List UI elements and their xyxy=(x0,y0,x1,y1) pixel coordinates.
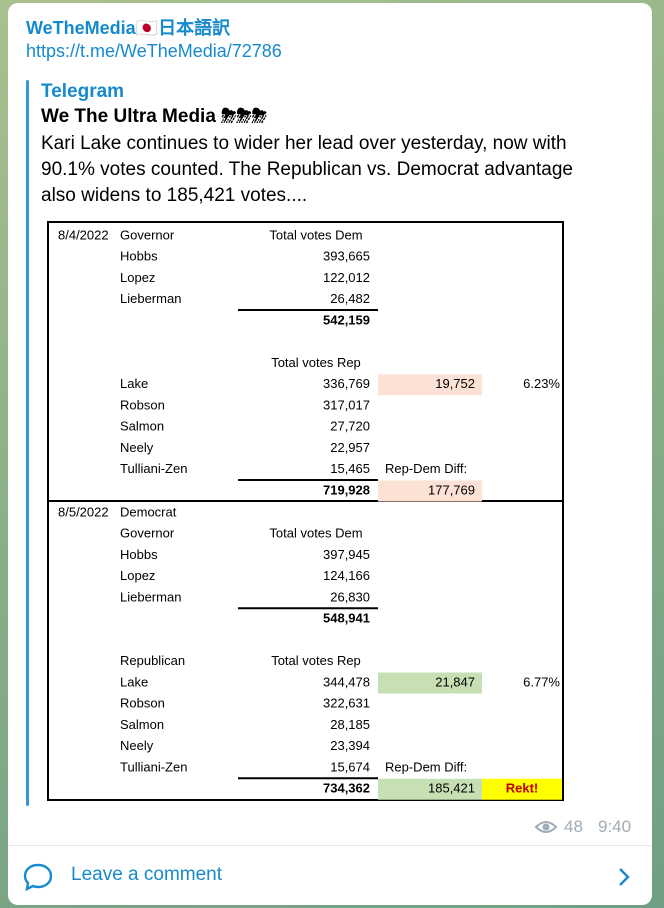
cell-votes: 393,665 xyxy=(323,249,370,264)
cell-name: Governor xyxy=(120,227,175,242)
cell-name: Neely xyxy=(120,738,154,753)
cell-total: 542,159 xyxy=(323,312,370,327)
cell-diff-label: Rep-Dem Diff: xyxy=(385,759,467,774)
cell-total: 548,941 xyxy=(323,611,370,626)
cell-name: Salmon xyxy=(120,717,164,732)
cell-votes: 26,830 xyxy=(330,589,370,604)
cell-votes: 15,674 xyxy=(330,759,370,774)
comment-icon[interactable] xyxy=(23,862,53,892)
text-line: Kari Lake continues to wider her lead ov… xyxy=(41,133,567,154)
cell-name: Lieberman xyxy=(120,291,181,306)
cell-name: Lopez xyxy=(120,270,155,285)
diff-highlight xyxy=(378,778,482,800)
quote-bar xyxy=(26,80,29,806)
cell-pct: 6.77% xyxy=(523,674,560,689)
cell-votes: 15,465 xyxy=(330,461,370,476)
cell-name: Republican xyxy=(120,653,185,668)
table-border xyxy=(47,221,564,801)
views: 48 xyxy=(564,817,583,836)
cell-note: Rekt! xyxy=(506,781,539,796)
cell-votes: 317,017 xyxy=(323,397,370,412)
cell-votes: 124,166 xyxy=(323,568,370,583)
cell-votes: 122,012 xyxy=(323,270,370,285)
cell-votes: 336,769 xyxy=(323,376,370,391)
text-line: 90.1% votes counted. The Republican vs. … xyxy=(41,159,573,180)
cell-name: Lake xyxy=(120,376,148,391)
author: We The Ultra Media ⛈⛈⛈ xyxy=(41,106,267,127)
cell-name: Lopez xyxy=(120,568,155,583)
cell-pct: 6.23% xyxy=(523,376,560,391)
cell-votes: 322,631 xyxy=(323,696,370,711)
cell-date: 8/4/2022 xyxy=(58,227,109,242)
cell-date: 8/5/2022 xyxy=(58,504,109,519)
comment-button[interactable]: Leave a comment xyxy=(71,864,223,885)
note-highlight xyxy=(482,778,562,800)
cell-name: Neely xyxy=(120,440,154,455)
cell-name: Hobbs xyxy=(120,249,158,264)
cell-name: Hobbs xyxy=(120,547,158,562)
cell-header: Total votes Dem xyxy=(269,526,362,541)
source[interactable]: Telegram xyxy=(41,81,125,102)
cell-votes: 26,482 xyxy=(330,291,370,306)
cell-name: Governor xyxy=(120,526,175,541)
cell-diff: 19,752 xyxy=(435,376,475,391)
cell-votes: 22,957 xyxy=(330,440,370,455)
cell-votes: 27,720 xyxy=(330,419,370,434)
cell-total: 719,928 xyxy=(323,482,370,497)
divider xyxy=(8,845,652,846)
channel-name[interactable]: WeTheMedia🇯🇵日本語訳 xyxy=(26,18,231,38)
cell-name: Robson xyxy=(120,696,165,711)
cell-name: Salmon xyxy=(120,419,164,434)
cell-votes: 397,945 xyxy=(323,547,370,562)
cell-votes: 344,478 xyxy=(323,674,370,689)
cell-name: Lake xyxy=(120,674,148,689)
cell-name: Democrat xyxy=(120,504,177,519)
diff-highlight xyxy=(378,480,482,502)
cell-votes: 28,185 xyxy=(330,717,370,732)
cell-diff: 185,421 xyxy=(428,781,475,796)
cell-header: Total votes Rep xyxy=(271,653,361,668)
cell-diff: 177,769 xyxy=(428,482,475,497)
post-link[interactable]: https://t.me/WeTheMedia/72786 xyxy=(26,41,282,61)
diff-highlight xyxy=(378,672,482,694)
cell-name: Tulliani-Zen xyxy=(120,759,187,774)
cell-diff: 21,847 xyxy=(435,674,475,689)
cell-total: 734,362 xyxy=(323,781,370,796)
cell-name: Tulliani-Zen xyxy=(120,461,187,476)
cell-header: Total votes Dem xyxy=(269,227,362,242)
cell-name: Robson xyxy=(120,397,165,412)
cell-votes: 23,394 xyxy=(330,738,370,753)
cell-name: Lieberman xyxy=(120,589,181,604)
time: 9:40 xyxy=(598,817,632,836)
diff-highlight xyxy=(378,374,482,396)
text-line: also widens to 185,421 votes.... xyxy=(41,185,308,206)
cell-diff-label: Rep-Dem Diff: xyxy=(385,461,467,476)
cell-header: Total votes Rep xyxy=(271,355,361,370)
chevron[interactable] xyxy=(616,866,632,888)
eye-icon xyxy=(534,821,558,833)
